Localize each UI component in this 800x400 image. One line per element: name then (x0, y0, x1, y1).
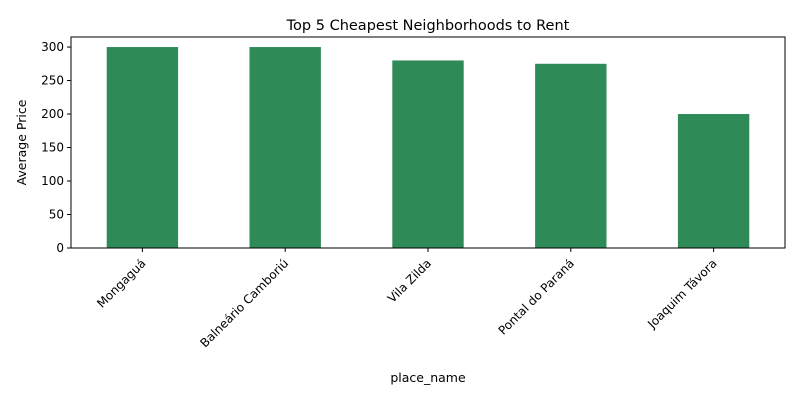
bar-3 (535, 63, 607, 248)
y-tick-label: 250 (41, 74, 64, 88)
bars-group (106, 47, 750, 249)
x-tick-label: Pontal do Paraná (496, 256, 577, 337)
y-tick-label: 100 (41, 174, 64, 188)
x-axis-label: place_name (390, 370, 466, 385)
bar-0 (106, 47, 179, 248)
y-tick-label: 300 (41, 40, 64, 54)
bar-4 (677, 114, 750, 249)
x-tick-label: Balneário Camboriú (197, 256, 291, 350)
y-axis-ticks: 0 50 100 150 200 250 300 (41, 40, 71, 255)
y-axis-label: Average Price (14, 99, 29, 185)
bar-2 (392, 60, 464, 248)
y-tick-label: 0 (56, 241, 64, 255)
y-tick-label: 200 (41, 107, 64, 121)
y-tick-label: 50 (49, 208, 64, 222)
bar-1 (249, 47, 321, 248)
x-tick-label: Mongaguá (94, 256, 148, 310)
y-tick-label: 150 (41, 141, 64, 155)
x-axis-ticks: Mongaguá Balneário Camboriú Vila Zilda Pont… (94, 248, 720, 350)
x-tick-label: Vila Zilda (385, 256, 434, 305)
chart-title: Top 5 Cheapest Neighborhoods to Rent (286, 18, 570, 34)
x-tick-label: Joaquim Távora (644, 256, 719, 331)
